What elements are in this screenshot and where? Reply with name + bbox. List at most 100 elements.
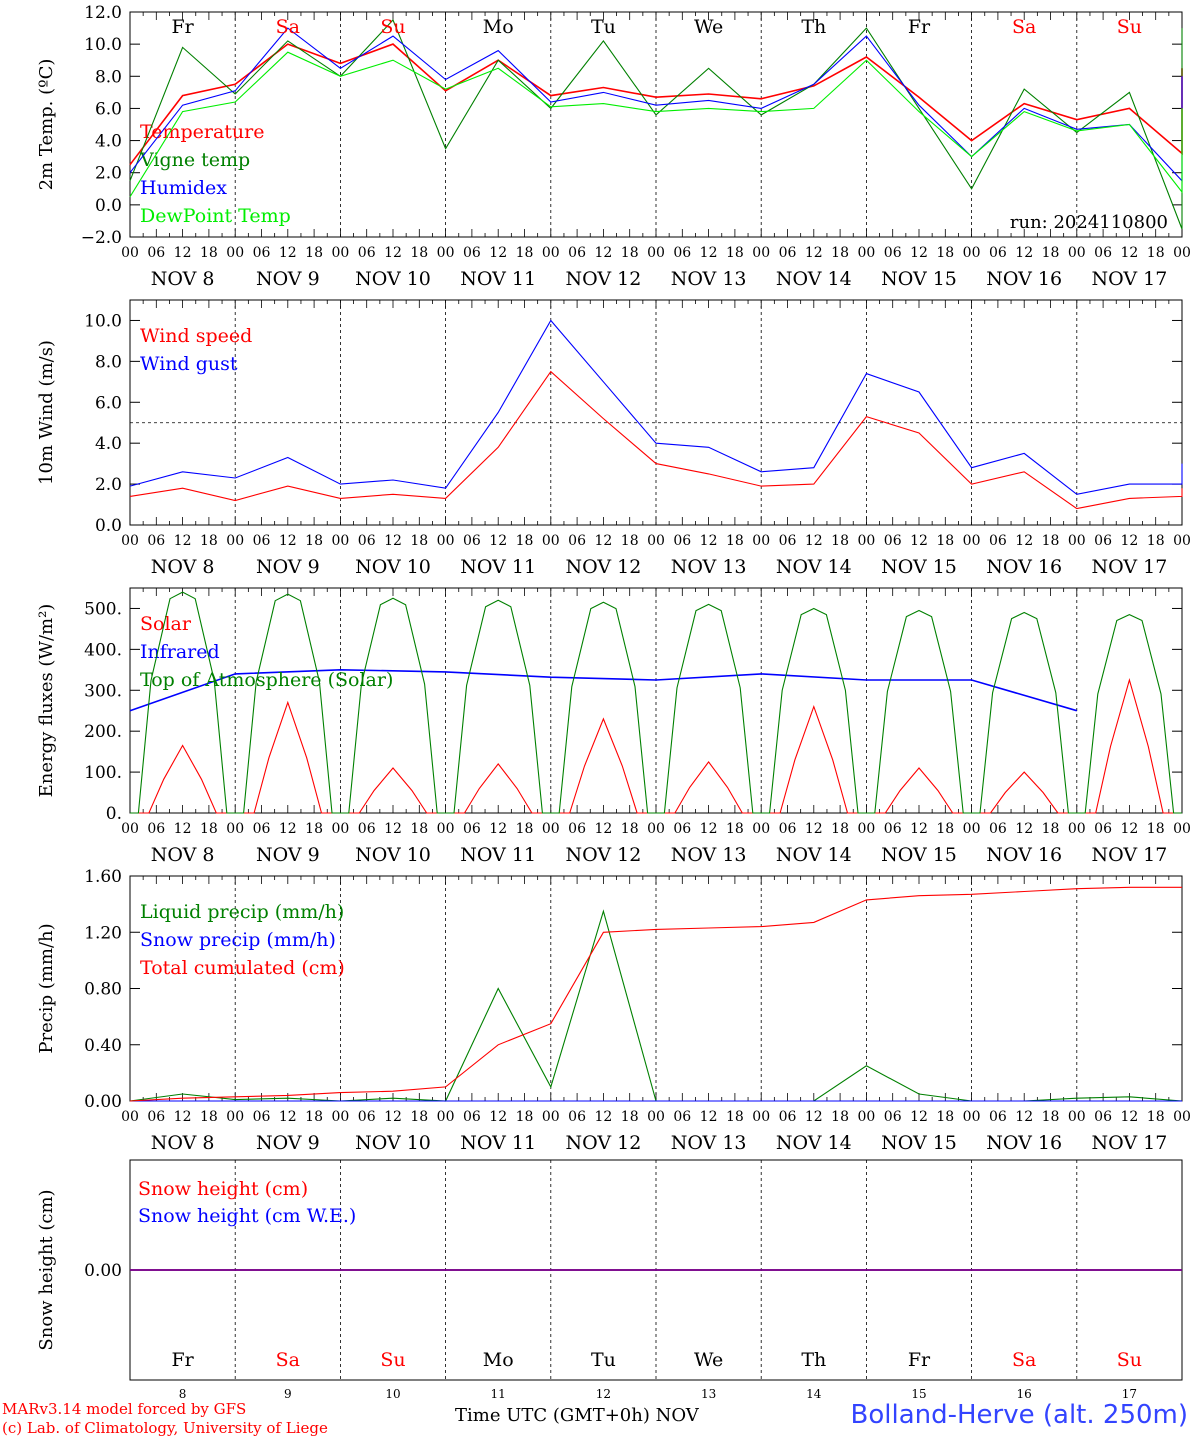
hour-tick-label: 00 — [857, 245, 875, 261]
hour-tick-label: 00 — [963, 821, 981, 837]
weekday-label: We — [694, 1349, 723, 1371]
hour-tick-label: 18 — [831, 245, 849, 261]
date-label: NOV 17 — [1091, 556, 1167, 578]
hour-tick-label: 00 — [1173, 533, 1191, 549]
legend-entry: Vigne temp — [139, 149, 250, 171]
month-label: NOV — [655, 1405, 699, 1426]
y-tick-label: 12.0 — [84, 3, 122, 23]
hour-tick-label: 12 — [805, 533, 823, 549]
date-label: NOV 14 — [776, 268, 852, 290]
hour-tick-label: 00 — [1173, 245, 1191, 261]
hour-tick-label: 06 — [673, 1109, 691, 1125]
hour-tick-label: 00 — [437, 1109, 455, 1125]
hour-tick-label: 12 — [910, 1109, 928, 1125]
weekday-label: Th — [801, 1349, 826, 1371]
hour-tick-label: 12 — [489, 533, 507, 549]
hour-tick-label: 18 — [1147, 245, 1165, 261]
day-number-label: 15 — [911, 1387, 926, 1401]
hour-tick-label: 00 — [542, 821, 560, 837]
y-tick-label: 500. — [84, 599, 122, 619]
date-label: NOV 15 — [881, 556, 957, 578]
y-tick-label: 0.0 — [95, 196, 122, 216]
date-label: NOV 12 — [565, 1132, 641, 1154]
date-label: NOV 14 — [776, 844, 852, 866]
hour-tick-label: 18 — [726, 1109, 744, 1125]
hour-tick-label: 18 — [1042, 245, 1060, 261]
hour-tick-label: 12 — [279, 533, 297, 549]
weekday-label: Mo — [483, 16, 514, 38]
hour-tick-label: 06 — [358, 1109, 376, 1125]
hour-tick-label: 12 — [700, 245, 718, 261]
hour-tick-label: 12 — [594, 245, 612, 261]
y-tick-label: 300. — [84, 681, 122, 701]
hour-tick-label: 18 — [516, 533, 534, 549]
date-label: NOV 8 — [151, 844, 215, 866]
date-label: NOV 16 — [986, 556, 1062, 578]
hour-tick-label: 00 — [963, 1109, 981, 1125]
day-number-label: 16 — [1017, 1387, 1032, 1401]
y-tick-label: 200. — [84, 722, 122, 742]
hour-tick-label: 06 — [463, 821, 481, 837]
hour-tick-label: 00 — [437, 821, 455, 837]
date-label: NOV 17 — [1091, 1132, 1167, 1154]
hour-tick-label: 12 — [1120, 821, 1138, 837]
date-label: NOV 15 — [881, 1132, 957, 1154]
hour-tick-label: 12 — [279, 821, 297, 837]
hour-tick-label: 00 — [121, 1109, 139, 1125]
hour-tick-label: 18 — [1042, 821, 1060, 837]
y-tick-label: 8.0 — [95, 352, 122, 372]
hour-tick-label: 00 — [121, 821, 139, 837]
hour-tick-label: 06 — [253, 245, 271, 261]
hour-tick-label: 06 — [1094, 821, 1112, 837]
date-label: NOV 16 — [986, 268, 1062, 290]
hour-tick-label: 18 — [936, 533, 954, 549]
hour-tick-label: 00 — [331, 533, 349, 549]
weekday-label: Sa — [1012, 1349, 1036, 1371]
date-label: NOV 15 — [881, 268, 957, 290]
date-label: NOV 14 — [776, 556, 852, 578]
y-tick-label: 0.0 — [95, 516, 122, 536]
footer-credits: MARv3.14 model forced by GFS (c) Lab. of… — [2, 1400, 328, 1438]
hour-tick-label: 18 — [1147, 1109, 1165, 1125]
date-label: NOV 11 — [460, 268, 536, 290]
hour-tick-label: 18 — [516, 821, 534, 837]
hour-tick-label: 18 — [1147, 821, 1165, 837]
date-label: NOV 11 — [460, 1132, 536, 1154]
y-axis-label: 10m Wind (m/s) — [36, 340, 57, 485]
hour-tick-label: 06 — [463, 533, 481, 549]
panel-frame-0 — [129, 11, 1183, 238]
hour-tick-label: 18 — [621, 533, 639, 549]
time-axis-title: Time UTC (GMT+0h) NOV — [455, 1405, 699, 1426]
hour-tick-label: 12 — [384, 533, 402, 549]
series-line-top-of-atmosphere-solar — [130, 591, 1182, 814]
day-number-label: 14 — [806, 1387, 822, 1401]
hour-tick-label: 12 — [489, 1109, 507, 1125]
hour-tick-label: 06 — [884, 821, 902, 837]
legend-entry: Snow precip (mm/h) — [140, 929, 336, 951]
y-tick-label: 0.00 — [84, 1261, 122, 1281]
hour-tick-label: 00 — [857, 821, 875, 837]
legend-entry: Solar — [140, 613, 192, 635]
series-line-wind-speed — [129, 370, 1183, 510]
hour-tick-label: 18 — [305, 1109, 323, 1125]
hour-tick-label: 12 — [700, 821, 718, 837]
weekday-label: Su — [1117, 16, 1142, 38]
date-label: NOV 17 — [1091, 844, 1167, 866]
panel-frame-1 — [129, 299, 1183, 526]
hour-tick-label: 06 — [884, 1109, 902, 1125]
date-label: NOV 10 — [355, 1132, 431, 1154]
weekday-label: Su — [1117, 1349, 1142, 1371]
weekday-label: Tu — [591, 16, 616, 38]
legend-entry: Total cumulated (cm) — [140, 957, 345, 979]
y-tick-label: 10.0 — [84, 311, 122, 331]
date-label: NOV 12 — [565, 268, 641, 290]
hour-tick-label: 00 — [331, 821, 349, 837]
hour-tick-label: 18 — [831, 533, 849, 549]
day-number-label: 10 — [385, 1387, 400, 1401]
hour-tick-label: 06 — [1094, 245, 1112, 261]
hour-tick-label: 18 — [305, 245, 323, 261]
legend-entry: Snow height (cm W.E.) — [138, 1205, 356, 1227]
hour-tick-label: 00 — [542, 533, 560, 549]
